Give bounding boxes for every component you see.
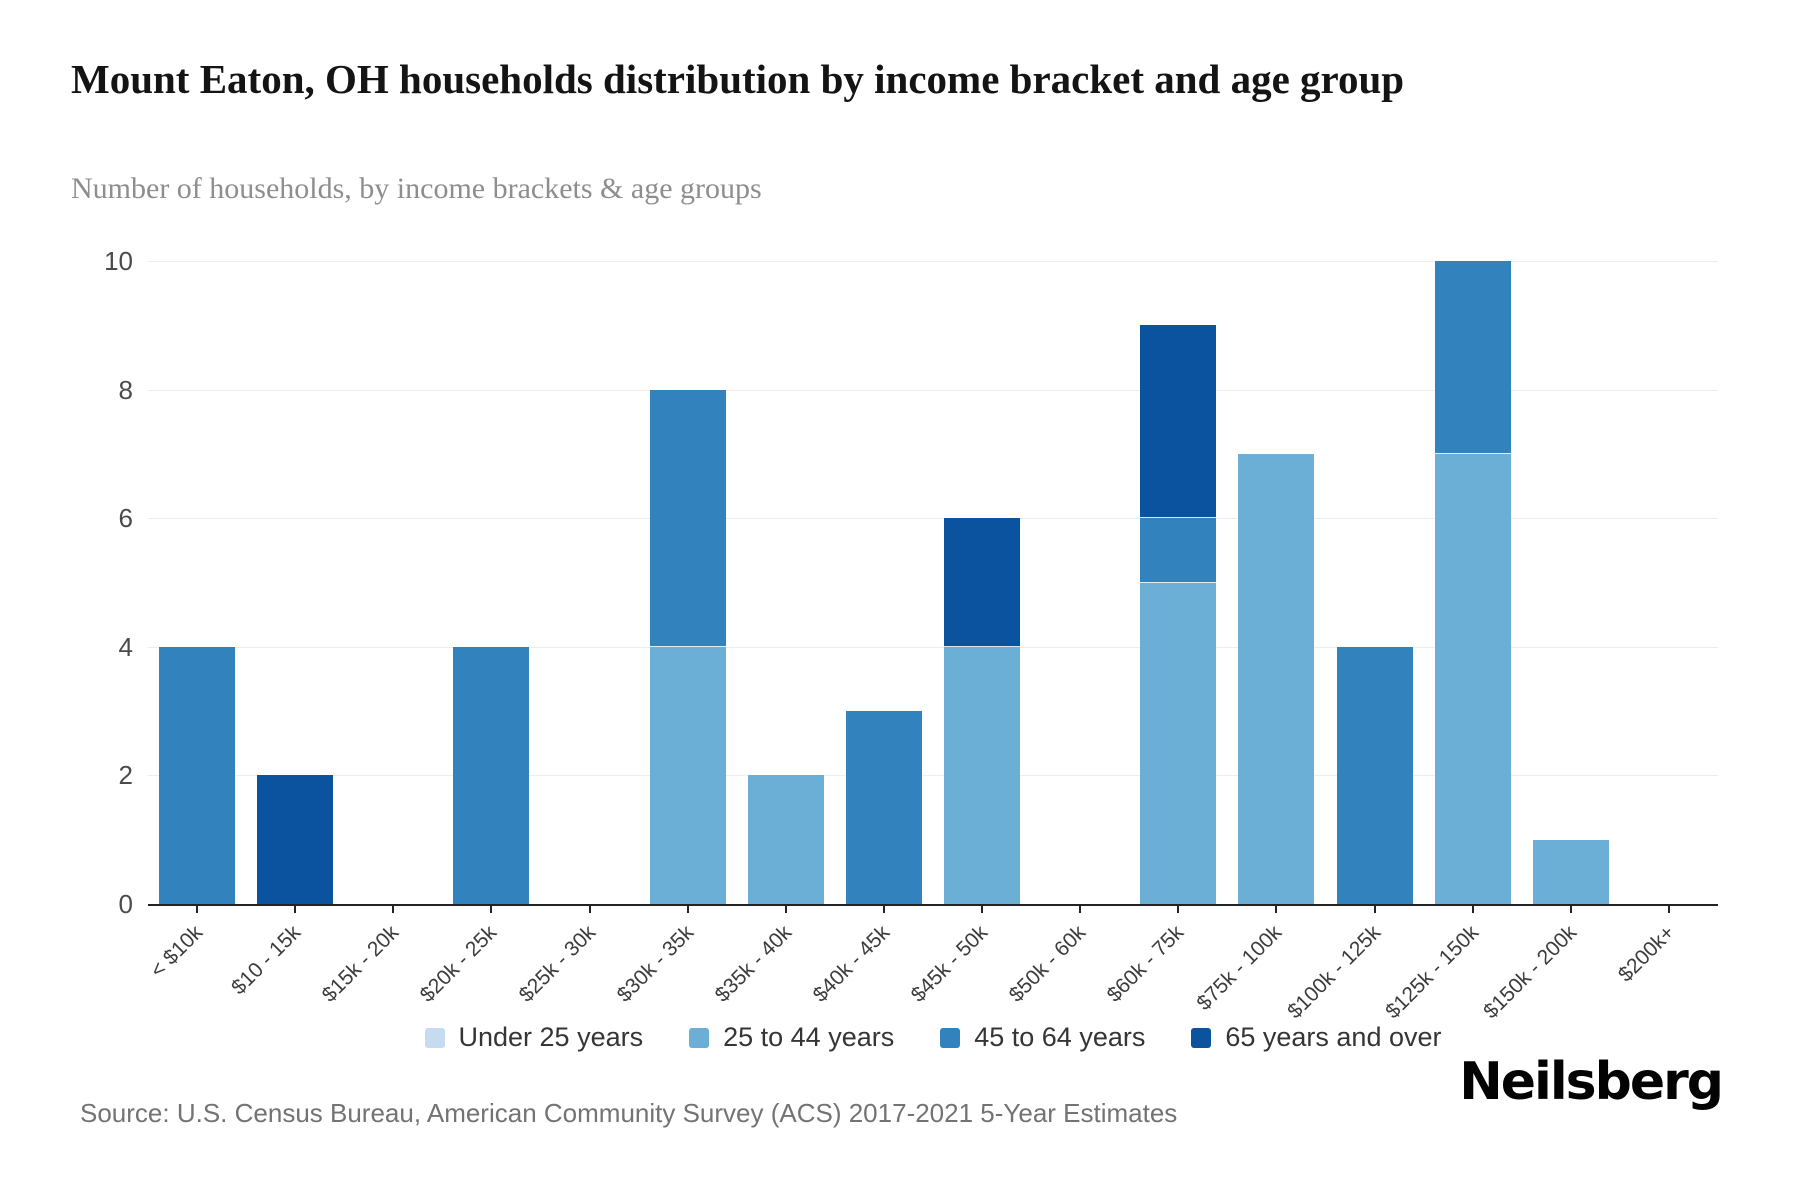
- bar-segment: [1140, 582, 1217, 904]
- bar-segment: [1140, 325, 1217, 519]
- bar-segment: [845, 711, 922, 904]
- y-tick-label: 0: [118, 889, 133, 919]
- neilsberg-logo: Neilsberg: [1459, 1052, 1724, 1112]
- x-tick: [1275, 905, 1278, 913]
- y-tick-label: 10: [104, 246, 133, 276]
- bar-column: [1532, 839, 1609, 904]
- source-note: Source: U.S. Census Bureau, American Com…: [80, 1098, 1178, 1128]
- bar-segment: [1434, 453, 1511, 904]
- bar-column: [159, 646, 236, 904]
- y-tick-label: 8: [118, 374, 133, 405]
- bar-segment: [1140, 518, 1217, 583]
- legend-label: 25 to 44 years: [723, 1022, 895, 1052]
- legend-swatch: [424, 1027, 445, 1048]
- x-tick: [1079, 905, 1082, 913]
- legend-label: Under 25 years: [458, 1022, 644, 1052]
- legend-swatch: [940, 1027, 961, 1048]
- legend-label: 65 years and over: [1225, 1022, 1442, 1052]
- legend-label: 45 to 64 years: [974, 1022, 1146, 1052]
- gridline: [148, 775, 1718, 777]
- x-tick: [294, 905, 297, 913]
- y-tick-label: 4: [118, 631, 133, 662]
- chart-subtitle: Number of households, by income brackets…: [71, 172, 762, 205]
- x-tick: [1569, 905, 1572, 913]
- bar-column: [1434, 261, 1511, 904]
- gridline: [148, 646, 1718, 648]
- bar-segment: [1434, 261, 1511, 454]
- x-tick: [1373, 905, 1376, 913]
- bar-column: [1140, 325, 1217, 904]
- x-tick: [1471, 905, 1474, 913]
- bar-column: [1336, 646, 1413, 904]
- bar-segment: [257, 775, 334, 904]
- legend-item: 65 years and over: [1191, 1022, 1442, 1053]
- bar-segment: [1532, 839, 1609, 904]
- bar-segment: [453, 646, 530, 904]
- gridline: [148, 261, 1718, 262]
- chart-title: Mount Eaton, OH households distribution …: [71, 56, 1405, 102]
- bar-segment: [159, 646, 236, 904]
- bar-column: [649, 389, 726, 904]
- x-tick: [392, 905, 395, 913]
- x-tick: [1177, 905, 1180, 913]
- x-tick: [686, 905, 689, 913]
- x-tick: [588, 905, 591, 913]
- bar-segment: [944, 646, 1021, 904]
- bar-segment: [649, 389, 726, 647]
- x-tick: [1667, 905, 1670, 913]
- legend-item: 45 to 64 years: [940, 1022, 1145, 1053]
- bar-column: [257, 775, 334, 904]
- bar-column: [845, 711, 922, 904]
- legend: Under 25 years 25 to 44 years 45 to 64 yea…: [148, 1022, 1718, 1053]
- bar-segment: [649, 646, 726, 904]
- bar-segment: [1336, 646, 1413, 904]
- plot-area: 0 2 4 6 8 10 < $10k $10 - 15k $15k - 20k $20k - 2…: [104, 246, 1718, 1023]
- x-axis-line: [148, 904, 1718, 906]
- bar-column: [747, 775, 824, 904]
- x-tick: [981, 905, 984, 913]
- gridline: [148, 518, 1718, 520]
- legend-swatch: [689, 1027, 710, 1048]
- bar-segment: [747, 775, 824, 904]
- bar-segment: [1238, 453, 1315, 904]
- gridline: [148, 389, 1718, 391]
- legend-swatch: [1191, 1027, 1212, 1048]
- x-tick: [196, 905, 199, 913]
- y-tick-label: 2: [118, 760, 133, 791]
- legend-item: 25 to 44 years: [689, 1022, 894, 1053]
- x-tick: [882, 905, 885, 913]
- x-tick: [490, 905, 493, 913]
- bar-column: [1238, 453, 1315, 904]
- x-tick: [784, 905, 787, 913]
- bar-column: [453, 646, 530, 904]
- bar-segment: [944, 518, 1021, 647]
- legend-item: Under 25 years: [424, 1022, 644, 1053]
- bar-column: [944, 518, 1021, 904]
- y-tick-label: 6: [118, 503, 133, 534]
